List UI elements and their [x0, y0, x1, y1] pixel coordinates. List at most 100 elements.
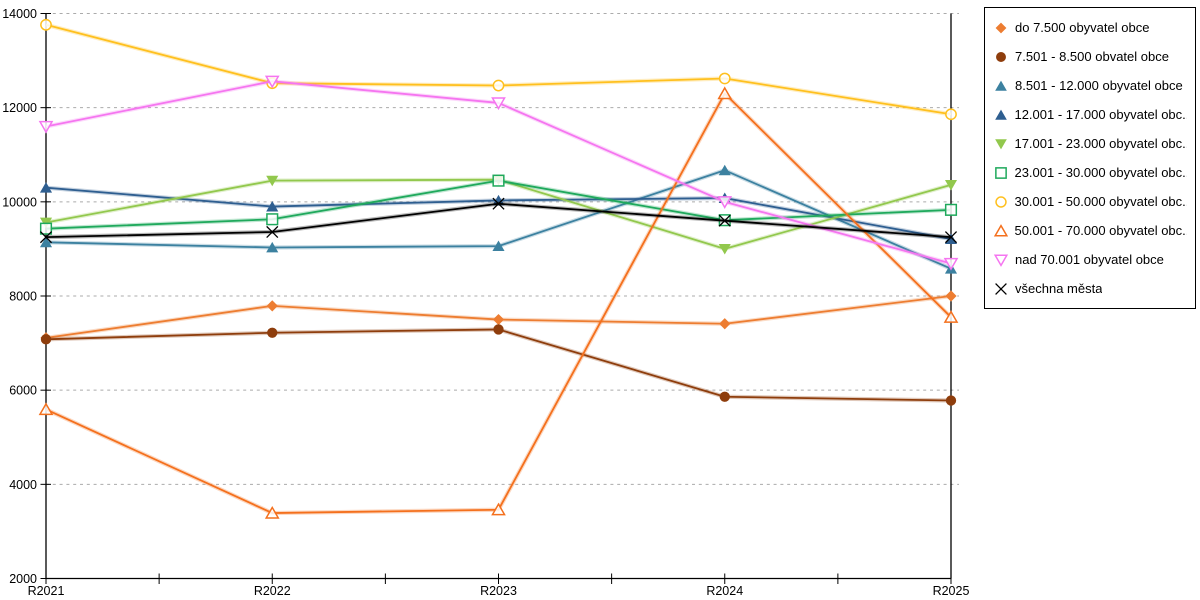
legend-marker: [995, 80, 1007, 91]
data-point: [266, 225, 279, 239]
triangle-down-filled-icon: [944, 179, 958, 191]
legend-item: 7.501 - 8.500 obvatel obce: [993, 42, 1187, 71]
triangle-up-open-icon: [264, 505, 280, 519]
circle-open-icon: [945, 108, 957, 121]
circle-open-icon: [40, 18, 52, 31]
data-point: [492, 197, 505, 210]
legend-item-label: 23.001 - 30.000 obyvatel obc...: [1014, 165, 1187, 180]
legend-marker: [995, 138, 1007, 149]
triangle-up-filled-icon: [266, 241, 279, 253]
x-axis-label: R2021: [28, 584, 65, 598]
data-point: [266, 175, 279, 187]
y-axis-label: 2000: [9, 572, 37, 586]
data-point: [264, 75, 280, 89]
legend-item-label: do 7.500 obyvatel obce: [1015, 20, 1150, 35]
y-axis-label: 6000: [9, 384, 37, 398]
data-point: [719, 391, 730, 402]
data-point: [491, 502, 506, 516]
data-point: [491, 97, 506, 111]
triangle-up-filled-icon: [39, 182, 53, 193]
legend-item-label: nad 70.001 obyvatel obce: [1015, 252, 1164, 267]
data-point: [267, 327, 278, 338]
y-axis-label: 14000: [2, 7, 37, 21]
series-2: [39, 164, 958, 274]
legend-marker: [995, 282, 1007, 295]
x-axis-label: R2023: [480, 584, 517, 598]
circle-filled-icon: [719, 391, 730, 402]
circle-filled-icon: [40, 334, 52, 345]
series-8: [38, 75, 959, 271]
data-point: [718, 164, 731, 176]
triangle-up-open-icon: [491, 502, 506, 516]
data-point: [38, 120, 54, 134]
circle-filled-icon: [493, 324, 504, 335]
data-point: [943, 257, 959, 271]
triangle-down-filled-icon: [718, 243, 731, 255]
triangle-down-filled-icon: [995, 138, 1007, 149]
legend-marker: [995, 166, 1007, 179]
triangle-up-filled-icon: [995, 109, 1007, 120]
x-axis-label: R2024: [706, 584, 743, 598]
data-point: [944, 203, 958, 216]
data-point: [717, 196, 733, 209]
legend-item: 30.001 - 50.000 obyvatel obc...: [993, 187, 1187, 216]
legend: do 7.500 obyvatel obce 7.501 - 8.500 obva…: [984, 7, 1196, 309]
data-point: [492, 240, 505, 252]
legend-item: 17.001 - 23.000 obyvatel obc...: [993, 129, 1187, 158]
circle-filled-icon: [945, 395, 957, 406]
x-axis-label: R2025: [933, 584, 970, 598]
diamond-filled-icon: [492, 313, 505, 326]
data-point: [40, 18, 52, 31]
legend-item-label: 7.501 - 8.500 obvatel obce: [1015, 49, 1169, 64]
triangle-down-open-icon: [264, 75, 280, 89]
data-point: [266, 213, 279, 226]
triangle-up-open-icon: [943, 310, 959, 323]
data-point: [943, 310, 959, 323]
diamond-filled-icon: [945, 290, 957, 302]
x-cross-icon: [492, 197, 505, 210]
series-line: [45, 92, 952, 514]
y-axis-label: 8000: [9, 290, 37, 304]
data-point: [39, 222, 53, 235]
x-axis-label: R2022: [254, 584, 291, 598]
data-point: [944, 231, 958, 244]
data-point: [39, 182, 53, 193]
x-cross-icon: [266, 225, 279, 239]
series-7: [38, 86, 959, 519]
data-point: [718, 214, 731, 227]
triangle-up-filled-icon: [718, 164, 731, 176]
series-6: [40, 18, 957, 121]
legend-item: 50.001 - 70.000 obyvatel obc...: [993, 216, 1187, 245]
data-point: [718, 72, 731, 85]
y-axis-label: 4000: [9, 478, 37, 492]
legend-item: do 7.500 obyvatel obce: [993, 13, 1187, 42]
triangle-up-open-icon: [993, 223, 1009, 237]
data-point: [717, 86, 733, 100]
legend-item-label: 12.001 - 17.000 obyvatel obc...: [1014, 107, 1187, 122]
square-open-icon: [266, 213, 279, 226]
diamond-filled-icon: [719, 318, 731, 330]
y-axis-label: 10000: [2, 195, 37, 209]
data-point: [719, 318, 731, 330]
legend-item-label: všechna města: [1015, 281, 1103, 296]
legend-item: nad 70.001 obyvatel obce: [993, 245, 1187, 274]
data-point: [266, 200, 279, 212]
x-cross-icon: [718, 214, 731, 227]
series-line-glow: [45, 91, 953, 516]
legend-item-label: 8.501 - 12.000 obyvatel obce: [1015, 78, 1183, 93]
diamond-filled-icon: [995, 22, 1007, 33]
series-1: [40, 324, 957, 406]
legend-marker: [995, 195, 1007, 208]
circle-filled-icon: [996, 51, 1006, 62]
data-point: [945, 290, 957, 302]
data-point: [944, 179, 958, 191]
legend-item: 12.001 - 17.000 obyvatel obc...: [993, 100, 1187, 129]
triangle-down-open-icon: [38, 120, 54, 134]
data-point: [266, 241, 279, 253]
legend-marker: [995, 109, 1007, 120]
square-open-icon: [995, 166, 1007, 179]
data-point: [493, 324, 504, 335]
triangle-up-filled-icon: [39, 236, 53, 248]
